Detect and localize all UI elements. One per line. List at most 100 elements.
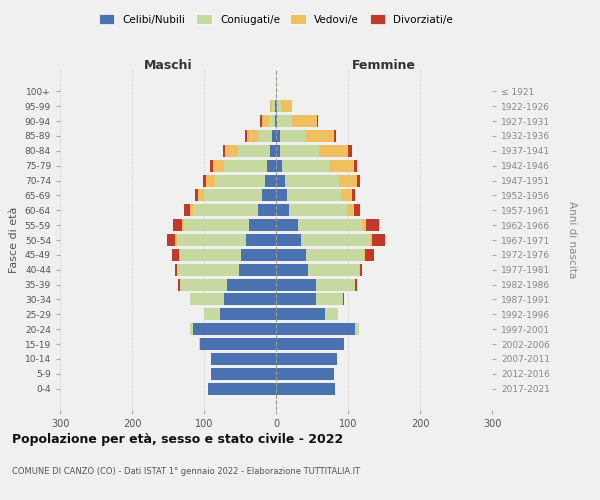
Bar — [276, 264, 308, 276]
Bar — [190, 204, 193, 216]
Bar — [370, 234, 373, 246]
Bar — [316, 294, 343, 306]
Bar — [354, 160, 358, 172]
Bar — [239, 264, 276, 276]
Bar — [247, 130, 258, 142]
Bar — [173, 219, 182, 231]
Bar — [178, 234, 246, 246]
Bar — [214, 160, 224, 172]
Bar — [276, 338, 344, 350]
Bar — [206, 174, 215, 186]
Bar — [238, 145, 270, 157]
Bar — [276, 353, 337, 365]
Bar — [172, 249, 179, 261]
Y-axis label: Fasce di età: Fasce di età — [9, 207, 19, 273]
Bar — [281, 100, 292, 112]
Bar — [334, 130, 336, 142]
Bar — [260, 115, 262, 127]
Bar — [355, 278, 358, 290]
Bar — [275, 100, 276, 112]
Bar — [276, 234, 301, 246]
Bar — [354, 204, 359, 216]
Bar — [203, 174, 206, 186]
Bar — [276, 174, 284, 186]
Bar — [182, 219, 184, 231]
Bar — [190, 294, 224, 306]
Bar — [292, 115, 317, 127]
Bar — [306, 249, 364, 261]
Bar — [277, 115, 292, 127]
Bar — [373, 234, 385, 246]
Bar — [276, 249, 306, 261]
Bar — [341, 190, 352, 202]
Bar — [348, 145, 352, 157]
Bar — [276, 278, 316, 290]
Text: Popolazione per età, sesso e stato civile - 2022: Popolazione per età, sesso e stato civil… — [12, 432, 343, 446]
Bar — [325, 308, 338, 320]
Bar — [178, 278, 180, 290]
Bar — [359, 264, 362, 276]
Bar — [262, 190, 276, 202]
Bar — [211, 368, 276, 380]
Bar — [275, 115, 276, 127]
Bar — [175, 264, 176, 276]
Bar — [223, 145, 225, 157]
Bar — [284, 174, 338, 186]
Bar — [208, 382, 276, 394]
Bar — [227, 278, 276, 290]
Bar — [352, 190, 355, 202]
Bar — [175, 234, 178, 246]
Bar — [200, 338, 276, 350]
Bar — [272, 130, 276, 142]
Bar — [258, 204, 276, 216]
Bar — [265, 174, 276, 186]
Bar — [184, 219, 248, 231]
Bar — [276, 308, 325, 320]
Bar — [184, 204, 190, 216]
Bar — [180, 249, 241, 261]
Bar — [270, 100, 272, 112]
Bar — [356, 174, 360, 186]
Bar — [194, 190, 198, 202]
Bar — [301, 234, 370, 246]
Bar — [224, 160, 268, 172]
Bar — [282, 160, 329, 172]
Bar — [276, 115, 277, 127]
Bar — [280, 145, 319, 157]
Bar — [287, 190, 341, 202]
Bar — [355, 323, 359, 335]
Bar — [276, 204, 289, 216]
Bar — [298, 219, 362, 231]
Bar — [276, 86, 277, 98]
Bar — [276, 368, 334, 380]
Bar — [193, 323, 276, 335]
Bar — [343, 294, 344, 306]
Bar — [276, 190, 287, 202]
Bar — [180, 278, 227, 290]
Bar — [269, 115, 275, 127]
Bar — [258, 130, 272, 142]
Bar — [280, 130, 305, 142]
Bar — [329, 160, 354, 172]
Bar — [204, 190, 262, 202]
Bar — [276, 145, 280, 157]
Text: Maschi: Maschi — [143, 59, 193, 72]
Bar — [364, 249, 365, 261]
Bar — [193, 204, 258, 216]
Bar — [276, 100, 277, 112]
Bar — [347, 204, 354, 216]
Bar — [245, 130, 247, 142]
Bar — [268, 160, 276, 172]
Bar — [215, 174, 265, 186]
Bar — [272, 100, 275, 112]
Bar — [338, 174, 356, 186]
Bar — [276, 294, 316, 306]
Bar — [276, 382, 335, 394]
Bar — [246, 234, 276, 246]
Bar — [248, 219, 276, 231]
Bar — [316, 278, 355, 290]
Bar — [305, 130, 334, 142]
Bar — [319, 145, 348, 157]
Bar — [270, 145, 276, 157]
Bar — [308, 264, 359, 276]
